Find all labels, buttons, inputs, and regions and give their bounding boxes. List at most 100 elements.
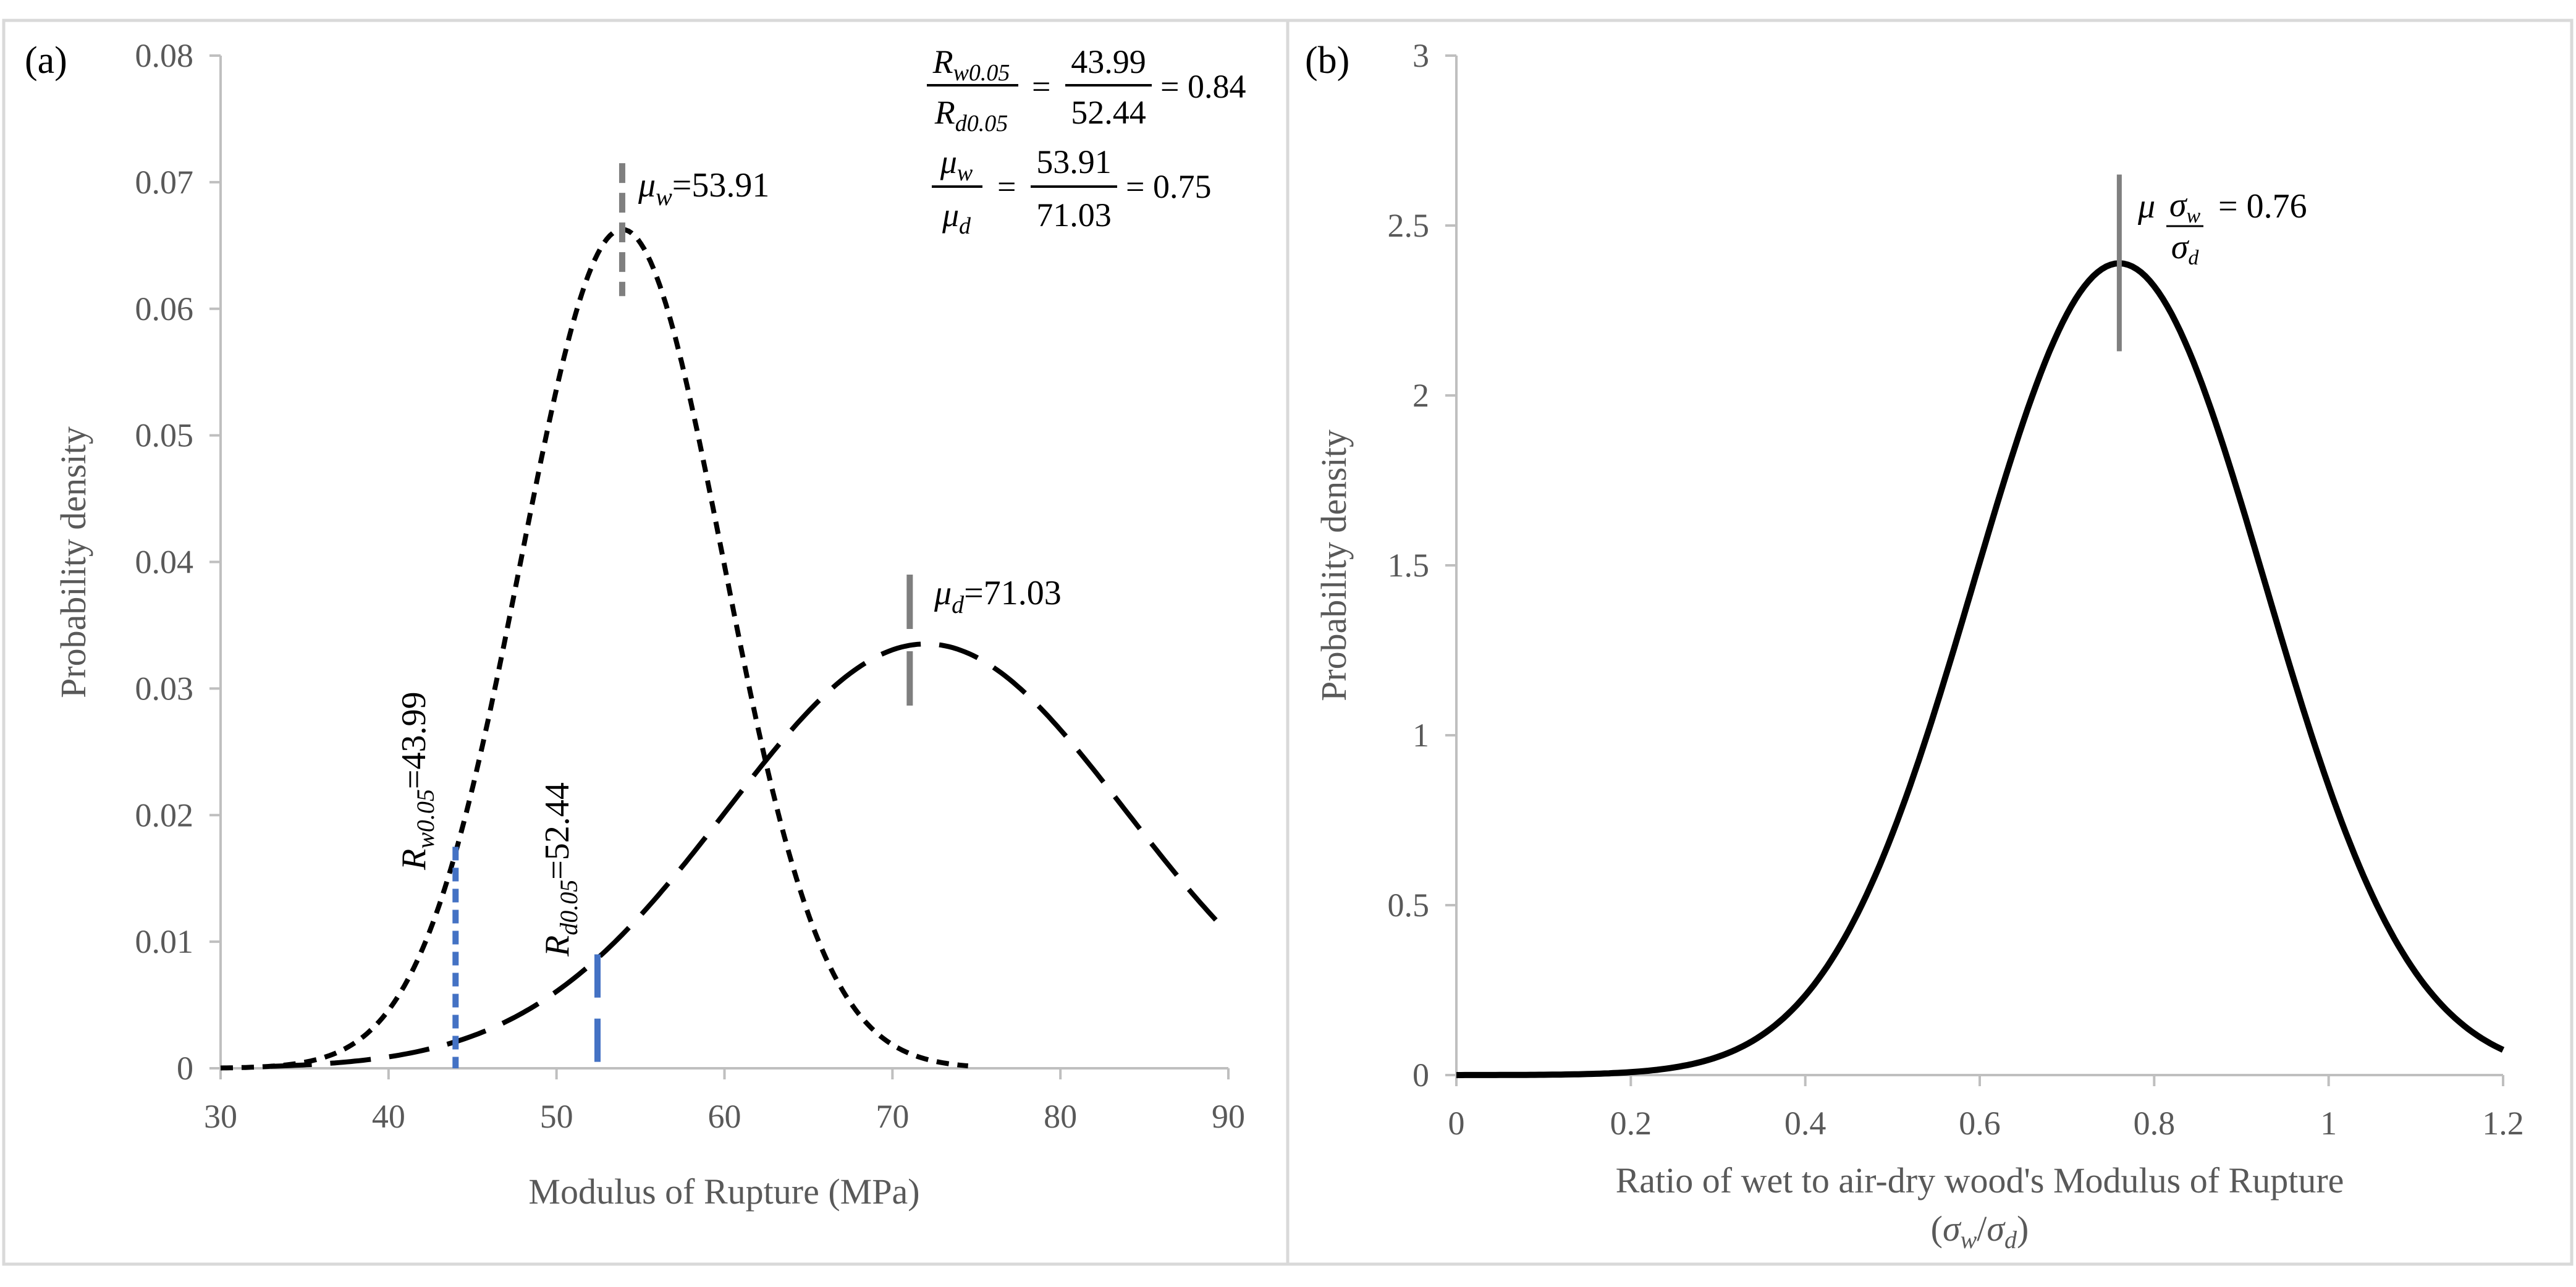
eq1-numerator: Rw0.05: [932, 43, 1010, 86]
y-tick-label: 0.07: [135, 164, 194, 201]
eq2-den-symbol: μ: [942, 196, 959, 234]
eq2-denominator: μd: [942, 196, 971, 239]
eq1-num-subscript: w0.05: [953, 60, 1010, 86]
mu-ratio-symbol: μ: [2137, 187, 2155, 226]
panel-b-label: (b): [1305, 40, 1349, 82]
mu-ratio-num-sub: w: [2186, 205, 2200, 227]
mu-ratio-value: = 0.76: [2218, 187, 2307, 226]
r-w005-value: =43.99: [395, 692, 433, 790]
eq1-result: = 0.84: [1160, 68, 1246, 105]
xlabel2-sub-w: w: [1961, 1226, 1977, 1254]
y-tick-label: 1: [1413, 717, 1429, 754]
eq2-numerator: μw: [940, 143, 973, 186]
xlabel2-open: (: [1931, 1209, 1943, 1249]
x-tick-label: 1.2: [2482, 1105, 2524, 1142]
mu-d-label: μd=71.03: [934, 574, 1062, 618]
mu-d-subscript: d: [952, 591, 965, 618]
y-tick-label: 0.02: [135, 796, 194, 833]
mu-w-label: μw=53.91: [638, 166, 769, 211]
mu-ratio-label: μ σw σd = 0.76: [2137, 186, 2307, 269]
mu-w-subscript: w: [656, 183, 672, 211]
r-w005-subscript: w0.05: [412, 789, 439, 849]
xlabel2-slash: /: [1977, 1209, 1987, 1249]
y-tick-label: 0.03: [135, 670, 194, 707]
x-tick-label: 90: [1212, 1098, 1245, 1135]
panel-b-x-tick-marks: [1455, 1075, 2504, 1086]
xlabel2-sub-d: d: [2004, 1226, 2017, 1254]
mu-ratio-num-sigma: σ: [2169, 186, 2188, 224]
y-tick-label: 2.5: [1388, 207, 1430, 244]
y-tick-label: 0.05: [135, 417, 194, 454]
panel-a-y-tick-marks: [209, 54, 221, 1070]
mu-ratio-den-sub: d: [2188, 247, 2199, 269]
r-d005-value: =52.44: [538, 782, 576, 880]
x-tick-label: 40: [372, 1098, 405, 1135]
xlabel2-sigma-w: σ: [1943, 1209, 1962, 1249]
panel-a: (a) 0 0.01 0.02 0.03 0.04 0.05 0.06 0.07 0.08 30…: [25, 37, 1246, 1212]
panel-b-x-axis-title: Ratio of wet to air-dry wood's Modulus o…: [1616, 1160, 2344, 1200]
eq1-num-value: 43.99: [1071, 43, 1146, 80]
xlabel2-close: ): [2017, 1209, 2029, 1249]
panel-a-x-tick-marks: [219, 1068, 1230, 1079]
equation-r-ratio: Rw0.05 Rd0.05 = 43.99 52.44 = 0.84: [927, 43, 1246, 137]
x-tick-label: 0: [1448, 1105, 1465, 1142]
y-tick-label: 0.5: [1388, 887, 1430, 924]
panel-a-x-axis-title: Modulus of Rupture (MPa): [528, 1171, 919, 1212]
y-tick-label: 0: [1413, 1057, 1429, 1094]
x-tick-label: 50: [540, 1098, 573, 1135]
panel-b: (b) 0 0.5 1 1.5 2 2.5 3 0 0.2 0.4 0.6 0.8 1 1.2 Rati…: [1305, 37, 2524, 1254]
x-tick-label: 1: [2320, 1105, 2337, 1142]
panel-b-border: [1286, 19, 2574, 1266]
y-tick-label: 0.08: [135, 37, 194, 74]
eq1-den-value: 52.44: [1071, 94, 1146, 131]
r-d005-subscript: d0.05: [555, 880, 583, 935]
eq1-denominator: Rd0.05: [934, 94, 1008, 137]
eq2-num-symbol: μ: [940, 143, 957, 180]
x-tick-label: 60: [708, 1098, 741, 1135]
xlabel2-sigma-d: σ: [1987, 1209, 2006, 1249]
mu-d-value: =71.03: [964, 574, 1062, 612]
panel-a-y-axis-title: Probability density: [53, 426, 93, 698]
r-w005-symbol: R: [395, 849, 433, 871]
eq1-den-subscript: d0.05: [955, 111, 1008, 137]
eq2-result: = 0.75: [1126, 168, 1211, 205]
x-tick-label: 0.2: [1610, 1105, 1652, 1142]
r-w005-label: Rw0.05=43.99: [395, 692, 439, 871]
equation-mu-ratio: μw μd = 53.91 71.03 = 0.75: [932, 143, 1211, 239]
panel-b-y-tick-marks: [1445, 54, 1456, 1076]
mu-d-symbol: μ: [934, 574, 952, 612]
y-tick-label: 0.06: [135, 290, 194, 327]
eq2-den-value: 71.03: [1036, 196, 1112, 234]
y-tick-label: 0.01: [135, 923, 194, 960]
x-tick-label: 0.8: [2134, 1105, 2176, 1142]
mu-w-symbol: μ: [638, 166, 656, 205]
x-tick-label: 30: [204, 1098, 237, 1135]
wet-mor-density-curve: [220, 227, 969, 1071]
y-tick-label: 2: [1413, 377, 1429, 414]
panel-b-y-tick-labels: 0 0.5 1 1.5 2 2.5 3: [1388, 37, 1430, 1094]
panel-b-y-axis-title: Probability density: [1314, 429, 1354, 701]
eq2-num-subscript: w: [957, 160, 973, 186]
ratio-density-curve: [1456, 260, 2505, 1078]
panel-b-x-tick-labels: 0 0.2 0.4 0.6 0.8 1 1.2: [1448, 1105, 2524, 1142]
y-tick-label: 0.04: [135, 544, 194, 581]
panel-a-label: (a): [25, 40, 67, 82]
eq2-equals: =: [997, 168, 1016, 205]
x-tick-label: 0.6: [1959, 1105, 2001, 1142]
x-tick-label: 70: [876, 1098, 909, 1135]
mu-w-value: =53.91: [672, 166, 770, 205]
x-tick-label: 80: [1044, 1098, 1077, 1135]
mu-ratio-frac-den: σd: [2171, 228, 2200, 269]
panel-a-y-tick-labels: 0 0.01 0.02 0.03 0.04 0.05 0.06 0.07 0.08: [135, 37, 194, 1087]
eq1-den-symbol: R: [934, 94, 955, 131]
r-d005-symbol: R: [538, 935, 576, 957]
x-tick-label: 0.4: [1784, 1105, 1826, 1142]
panel-a-x-tick-labels: 30 40 50 60 70 80 90: [204, 1098, 1245, 1135]
y-tick-label: 1.5: [1388, 547, 1430, 584]
mu-ratio-frac-num: σw: [2169, 186, 2201, 227]
r-d005-label: Rd0.05=52.44: [538, 782, 583, 957]
y-tick-label: 3: [1413, 37, 1429, 74]
eq2-den-subscript: d: [959, 213, 971, 239]
eq2-num-value: 53.91: [1036, 143, 1112, 180]
